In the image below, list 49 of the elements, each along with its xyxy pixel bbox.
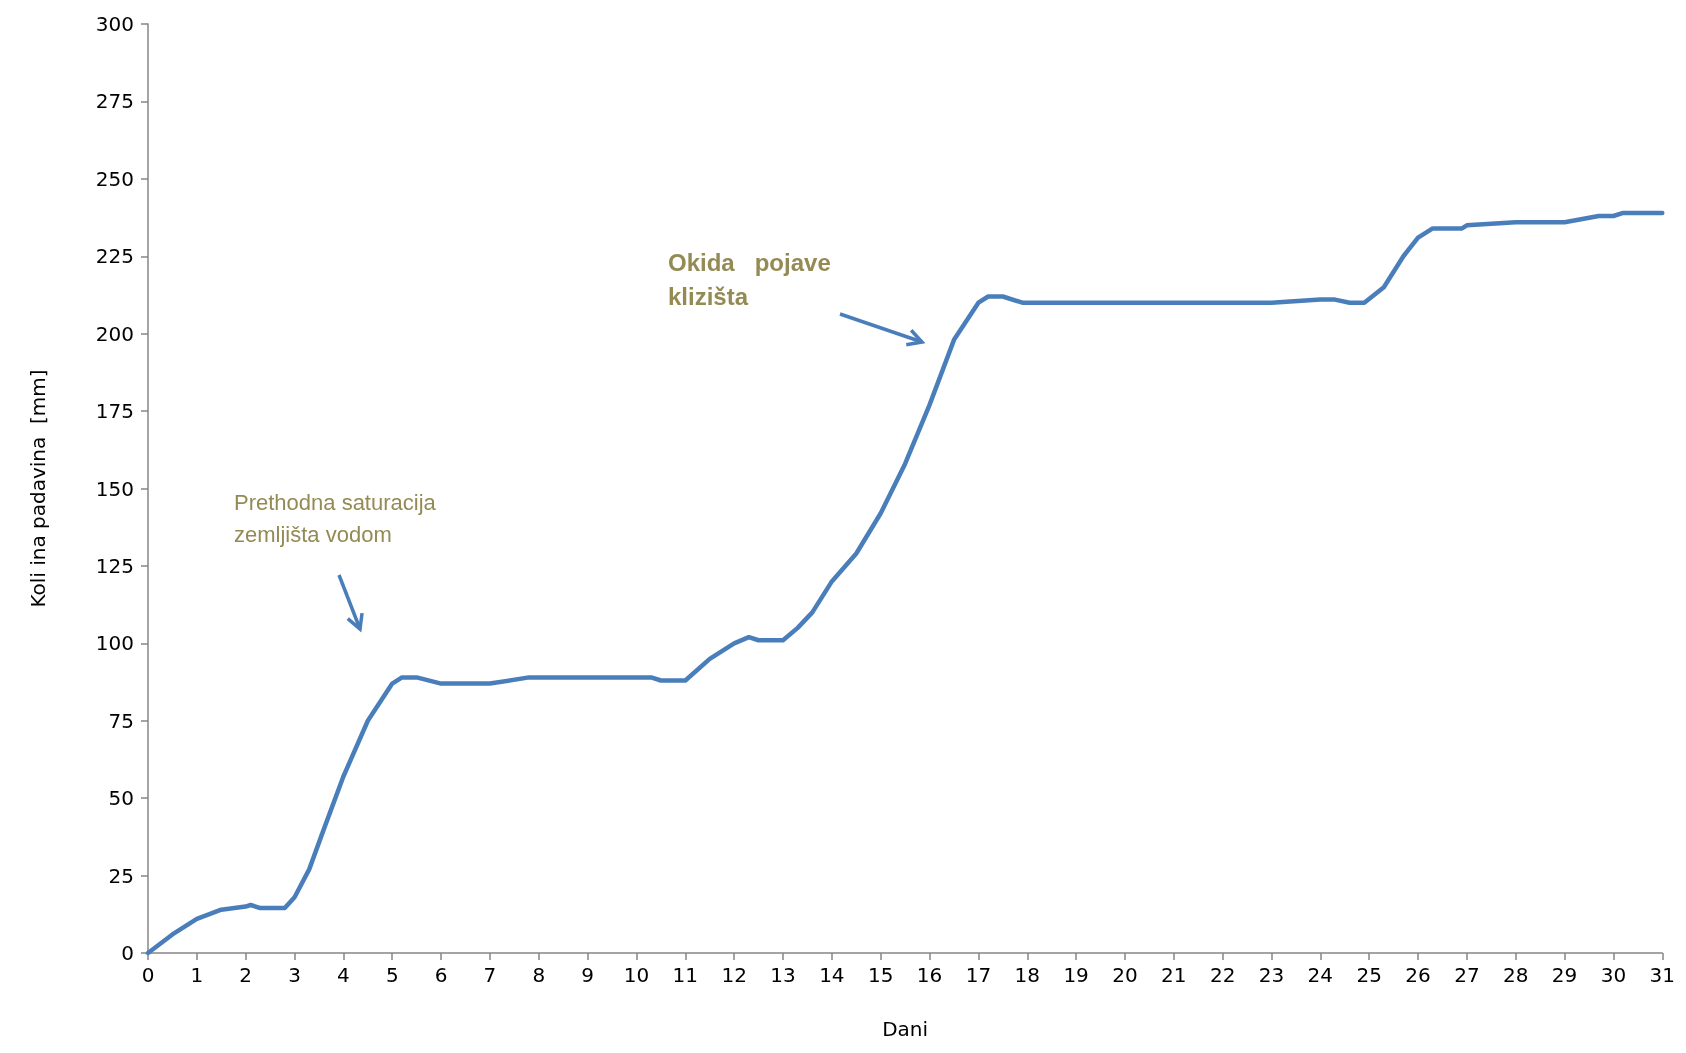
x-tick-label: 23 bbox=[1258, 963, 1285, 987]
x-tick-label: 20 bbox=[1112, 963, 1138, 987]
x-tick-label: 0 bbox=[141, 963, 155, 987]
y-tick-label: 50 bbox=[108, 786, 134, 811]
x-tick-label: 3 bbox=[288, 963, 301, 987]
y-tick-label: 75 bbox=[108, 708, 134, 733]
x-tick-label: 31 bbox=[1649, 963, 1675, 987]
x-tick-label: 18 bbox=[1014, 963, 1040, 987]
y-tick-label: 125 bbox=[95, 553, 134, 578]
x-tick-label: 7 bbox=[483, 963, 497, 987]
x-tick-label: 30 bbox=[1600, 963, 1627, 987]
x-tick-label: 6 bbox=[434, 963, 448, 987]
x-tick-label: 14 bbox=[819, 963, 845, 987]
annotation: Okida pojave klizišta bbox=[668, 248, 831, 310]
x-tick-label: 10 bbox=[623, 963, 650, 987]
x-tick-label: 16 bbox=[916, 963, 943, 987]
x-tick-label: 21 bbox=[1161, 963, 1187, 987]
annotation: Prethodna saturacija zemljišta vodom bbox=[234, 489, 437, 547]
y-tick-label: 100 bbox=[95, 631, 134, 656]
y-tick-label: 25 bbox=[108, 863, 134, 888]
y-tick-label: 200 bbox=[95, 321, 134, 346]
x-tick-label: 26 bbox=[1405, 963, 1431, 987]
x-tick-label: 8 bbox=[532, 963, 546, 987]
x-tick-label: 13 bbox=[770, 963, 796, 987]
x-tick-label: 4 bbox=[337, 963, 350, 987]
x-tick-label: 24 bbox=[1307, 963, 1334, 987]
x-tick-label: 15 bbox=[867, 963, 894, 987]
x-tick-label: 9 bbox=[581, 963, 594, 987]
x-tick-label: 2 bbox=[239, 963, 253, 987]
x-tick-label: 27 bbox=[1454, 963, 1480, 987]
y-axis-title: Koli ina padavina [mm] bbox=[26, 369, 50, 608]
x-tick-label: 5 bbox=[385, 963, 399, 987]
x-tick-label: 19 bbox=[1063, 963, 1089, 987]
x-tick-label: 29 bbox=[1551, 963, 1578, 987]
x-tick-label: 28 bbox=[1503, 963, 1529, 987]
y-tick-label: 275 bbox=[95, 89, 134, 114]
x-tick-label: 1 bbox=[190, 963, 204, 987]
y-tick-label: 0 bbox=[121, 941, 134, 965]
y-tick-label: 300 bbox=[95, 12, 134, 36]
y-tick-label: 225 bbox=[95, 244, 134, 269]
y-tick-label: 250 bbox=[95, 166, 134, 191]
x-tick-label: 12 bbox=[721, 963, 747, 987]
x-tick-label: 22 bbox=[1209, 963, 1236, 987]
x-tick-label: 17 bbox=[965, 963, 992, 987]
x-tick-label: 25 bbox=[1356, 963, 1382, 987]
y-tick-label: 175 bbox=[95, 399, 134, 424]
y-tick-label: 150 bbox=[95, 476, 134, 501]
x-axis-title: Dani bbox=[882, 1017, 929, 1041]
x-tick-label: 11 bbox=[672, 963, 699, 987]
